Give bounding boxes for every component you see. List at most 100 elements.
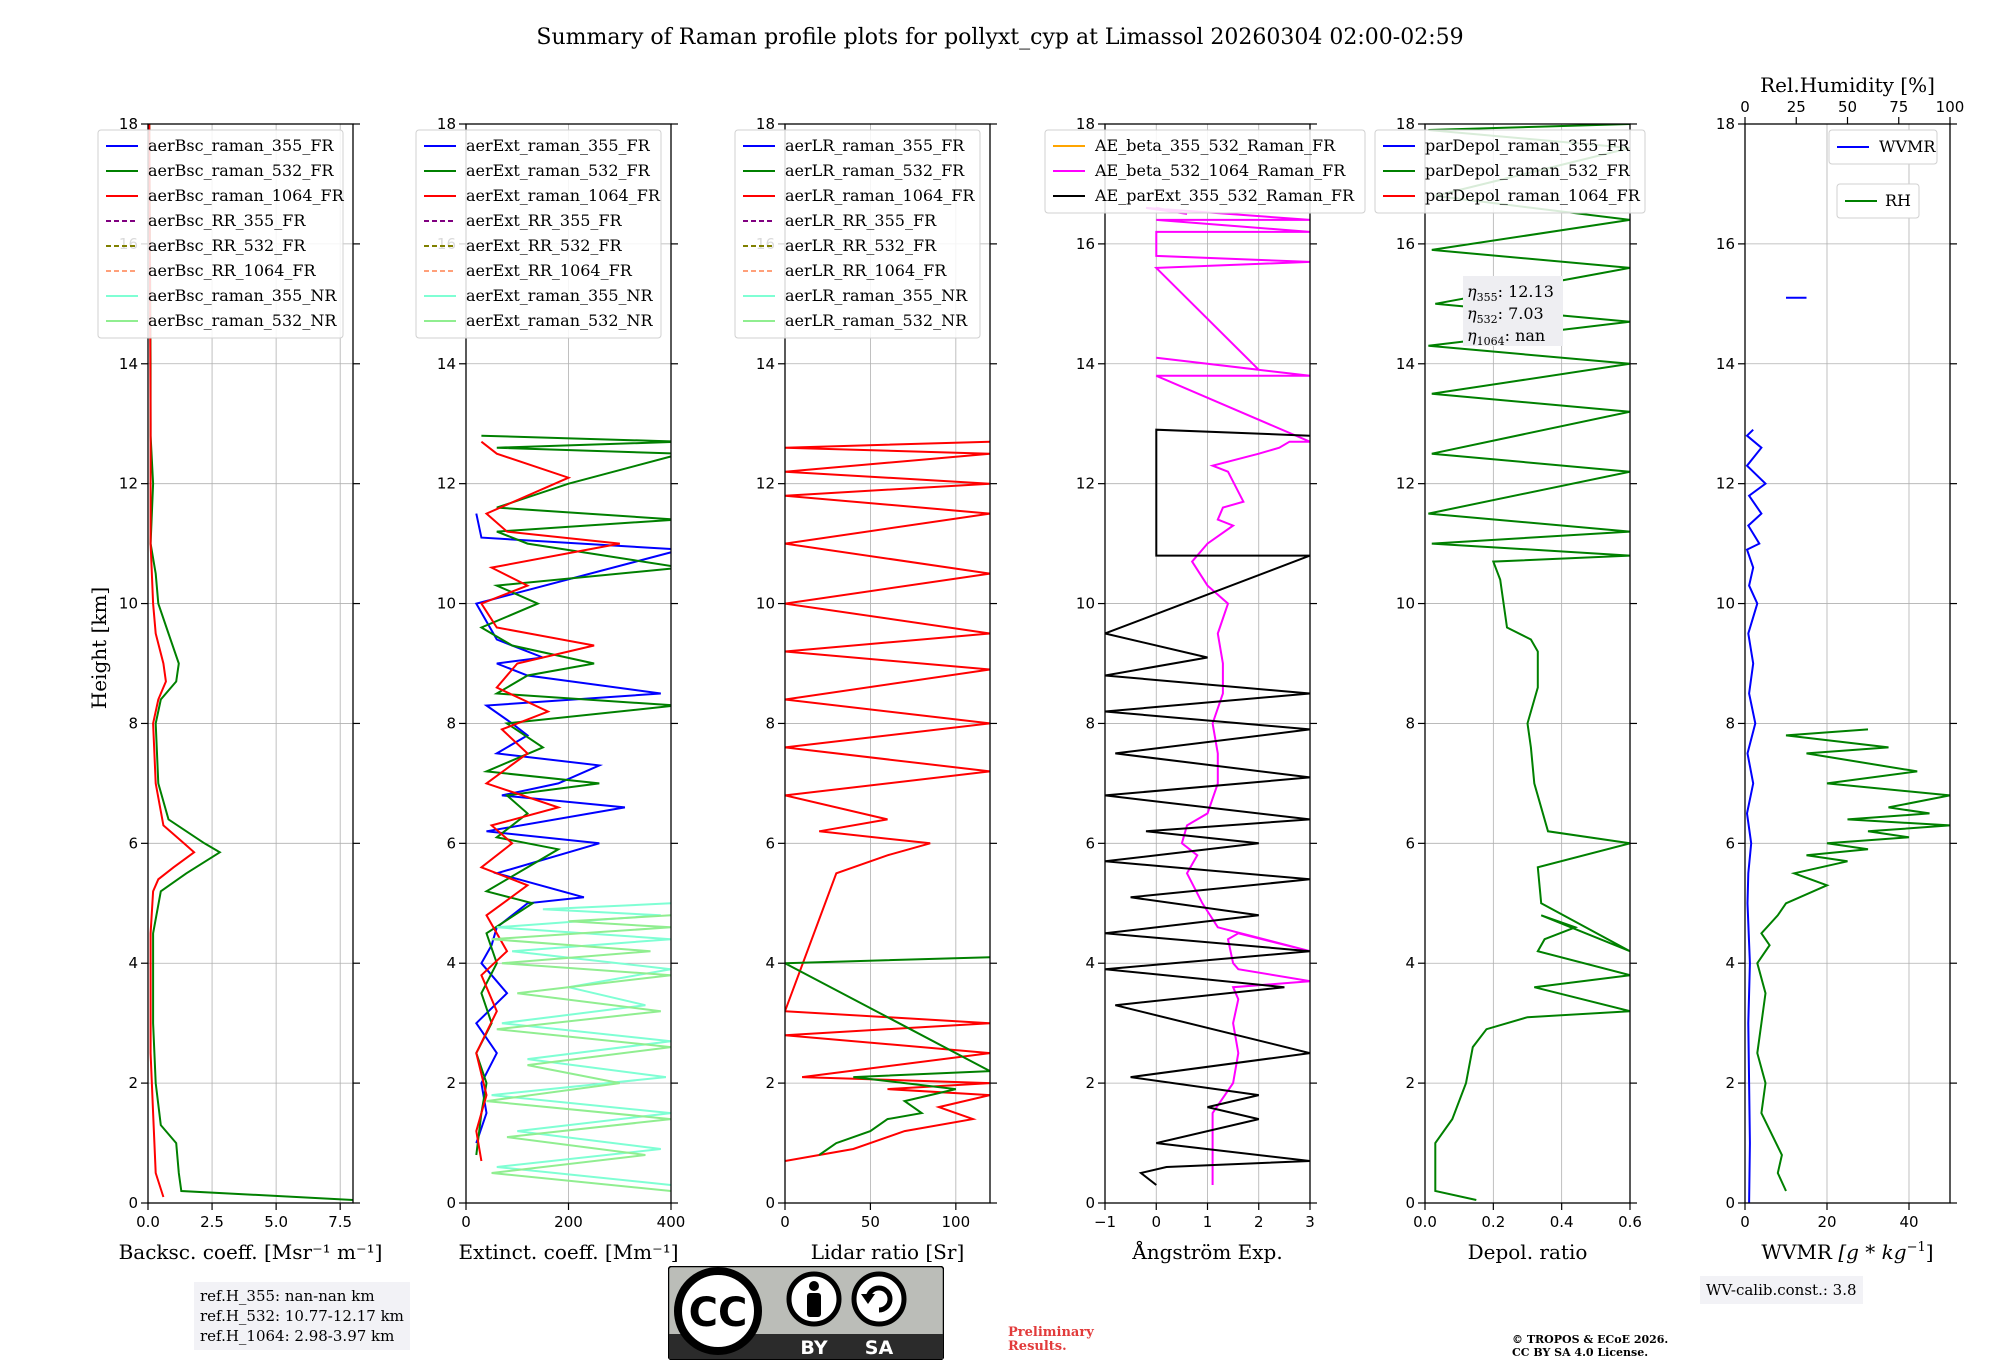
- x-axis-label-depol: Depol. ratio: [1468, 1240, 1588, 1264]
- y-tick-label-lidar_ratio: 12: [756, 475, 775, 493]
- ref-h-532: ref.H_532: 10.77-12.17 km: [200, 1307, 404, 1325]
- y-tick-label-angstrom: 12: [1076, 475, 1095, 493]
- y-tick-label-backscatter: 6: [128, 834, 138, 852]
- x-label-prefix: WVMR: [1761, 1240, 1838, 1264]
- legend-wvmr: WVMR: [1828, 129, 1938, 165]
- y-tick-label-angstrom: 10: [1076, 595, 1095, 613]
- series-aerLR_raman_1064_FR: [785, 440, 990, 1162]
- panel-extinction: 0246810121416180200400Extinct. coeff. [M…: [415, 115, 685, 1264]
- y-tick-label-depol: 6: [1405, 834, 1415, 852]
- x-tick-label-lidar_ratio: 0: [780, 1213, 790, 1231]
- eta-subscript: 355: [1477, 291, 1498, 304]
- legend-wvmr-label: WVMR: [1879, 137, 1936, 156]
- legend-box-lidar_ratio: [734, 129, 981, 339]
- legend-label-AE_parExt_355_532_Raman_FR: AE_parExt_355_532_Raman_FR: [1094, 186, 1355, 205]
- y-tick-label-lidar_ratio: 8: [765, 714, 775, 732]
- series-group-lidar_ratio: [785, 440, 990, 1162]
- legend-label-aerLR_raman_355_NR: aerLR_raman_355_NR: [785, 286, 968, 305]
- legend-label-aerBsc_raman_355_FR: aerBsc_raman_355_FR: [148, 136, 334, 155]
- legend-label-aerLR_raman_532_FR: aerLR_raman_532_FR: [785, 161, 965, 180]
- legend-label-aerExt_raman_532_NR: aerExt_raman_532_NR: [466, 311, 654, 330]
- copyright-note: © TROPOS & ECoE 2026. CC BY SA 4.0 Licen…: [1512, 1333, 1712, 1359]
- cc-logo-icon: [674, 1267, 762, 1355]
- copyright-line-1: © TROPOS & ECoE 2026.: [1512, 1333, 1669, 1346]
- y-tick-label-backscatter: 10: [119, 595, 138, 613]
- y-tick-label-depol: 18: [1396, 115, 1415, 133]
- series-group-depol: [1428, 124, 1630, 1201]
- figure-title: Summary of Raman profile plots for polly…: [536, 25, 1463, 50]
- share-alike-arrowhead: [861, 1294, 875, 1304]
- y-tick-label-lidar_ratio: 4: [765, 954, 775, 972]
- series-aerLR_raman_532_FR: [785, 956, 990, 1156]
- y-tick-label-extinction: 2: [446, 1074, 456, 1092]
- series-AE_parExt_355_532_Raman_FR: [1105, 428, 1310, 1186]
- x-tick-label-backscatter: 2.5: [200, 1213, 224, 1231]
- x-tick-label-depol: 0.4: [1550, 1213, 1574, 1231]
- x-axis-label-wvmr: WVMR [g * kg−1]: [1761, 1240, 1933, 1264]
- y-tick-label-backscatter: 12: [119, 475, 138, 493]
- y-tick-label-angstrom: 0: [1085, 1194, 1095, 1212]
- series-WVMR: [1745, 428, 1768, 1203]
- y-tick-label-backscatter: 2: [128, 1074, 138, 1092]
- legend-label-aerLR_RR_1064_FR: aerLR_RR_1064_FR: [785, 261, 947, 280]
- y-tick-label-angstrom: 16: [1076, 235, 1095, 253]
- y-tick-label-extinction: 6: [446, 834, 456, 852]
- legend-label-aerLR_raman_355_FR: aerLR_raman_355_FR: [785, 136, 965, 155]
- eta-symbol: η: [1467, 304, 1477, 323]
- x-tick-label-backscatter: 5.0: [264, 1213, 288, 1231]
- y-tick-label-backscatter: 14: [119, 355, 138, 373]
- x-label-sup: −1: [1907, 1240, 1926, 1255]
- legend-box-angstrom: [1044, 129, 1366, 214]
- series-aerBsc_raman_1064_FR: [148, 124, 196, 1198]
- y-tick-label-wvmr: 16: [1716, 235, 1735, 253]
- panel-lidar_ratio: 024681012141618050100Lidar ratio [Sr]aer…: [734, 115, 997, 1264]
- series-group-angstrom: [1105, 206, 1310, 1186]
- series-RH: [1756, 728, 1950, 1192]
- legend-depol: parDepol_raman_355_FR parDepol_raman_532_…: [1374, 129, 1646, 214]
- y-tick-label-extinction: 14: [437, 355, 456, 373]
- series-group-extinction: [474, 434, 671, 1192]
- eta-value: : 7.03: [1498, 304, 1544, 323]
- x-tick-label-depol: 0.2: [1481, 1213, 1505, 1231]
- x-tick-label-extinction: 200: [554, 1213, 583, 1231]
- legend-label-aerExt_raman_532_FR: aerExt_raman_532_FR: [466, 161, 651, 180]
- legend-rh: RH: [1836, 183, 1920, 219]
- top-x-tick-label: 25: [1787, 98, 1806, 116]
- share-alike-icon: [851, 1271, 907, 1327]
- eta-355: η355: 12.13: [1467, 282, 1554, 304]
- attribution-head: [809, 1281, 819, 1291]
- x-label-math: [g * kg: [1838, 1240, 1906, 1264]
- series-aerExt_raman_1064_FR: [475, 440, 620, 1162]
- x-tick-label-depol: 0.0: [1413, 1213, 1437, 1231]
- legend-label-parDepol_raman_1064_FR: parDepol_raman_1064_FR: [1425, 186, 1641, 205]
- x-tick-label-depol: 0.6: [1618, 1213, 1642, 1231]
- wv-calib-info: WV-calib.const.: 3.8: [1700, 1276, 1863, 1304]
- ref-height-info: ref.H_355: nan-nan km ref.H_532: 10.77-1…: [194, 1282, 410, 1350]
- legend-box-backscatter: [97, 129, 344, 339]
- legend-label-aerExt_RR_532_FR: aerExt_RR_532_FR: [466, 236, 623, 255]
- legend-label-aerBsc_RR_355_FR: aerBsc_RR_355_FR: [148, 211, 306, 230]
- series-aerExt_raman_532_FR: [475, 434, 671, 1156]
- x-label-suffix: ]: [1926, 1240, 1934, 1264]
- y-tick-label-depol: 12: [1396, 475, 1415, 493]
- y-tick-label-backscatter: 4: [128, 954, 138, 972]
- y-tick-label-angstrom: 6: [1085, 834, 1095, 852]
- x-tick-label-angstrom: −1: [1094, 1213, 1116, 1231]
- eta-value: : 12.13: [1498, 282, 1554, 301]
- legend-label-aerLR_raman_1064_FR: aerLR_raman_1064_FR: [785, 186, 975, 205]
- legend-label-aerExt_RR_355_FR: aerExt_RR_355_FR: [466, 211, 623, 230]
- legend-label-aerLR_RR_532_FR: aerLR_RR_532_FR: [785, 236, 937, 255]
- axes-frame-depol: [1424, 123, 1631, 1204]
- x-tick-label-angstrom: 0: [1151, 1213, 1161, 1231]
- eta-1064: η1064: nan: [1467, 326, 1545, 348]
- copyright-line-2: CC BY SA 4.0 License.: [1512, 1346, 1649, 1359]
- y-tick-label-backscatter: 0: [128, 1194, 138, 1212]
- x-tick-label-wvmr: 40: [1899, 1213, 1918, 1231]
- preliminary-line-2: Results.: [1008, 1339, 1067, 1354]
- y-tick-label-lidar_ratio: 18: [756, 115, 775, 133]
- x-tick-label-wvmr: 20: [1817, 1213, 1836, 1231]
- top-x-tick-label: 50: [1838, 98, 1857, 116]
- ref-h-355: ref.H_355: nan-nan km: [200, 1287, 375, 1305]
- y-tick-label-wvmr: 0: [1725, 1194, 1735, 1212]
